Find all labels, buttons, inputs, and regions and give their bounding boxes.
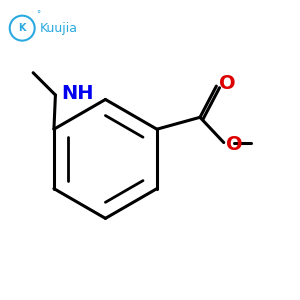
Text: O: O <box>219 74 236 93</box>
Text: K: K <box>18 23 26 33</box>
Text: O: O <box>226 135 243 154</box>
Text: Kuujia: Kuujia <box>40 22 78 34</box>
Text: °: ° <box>36 10 40 19</box>
Text: NH: NH <box>61 84 94 103</box>
